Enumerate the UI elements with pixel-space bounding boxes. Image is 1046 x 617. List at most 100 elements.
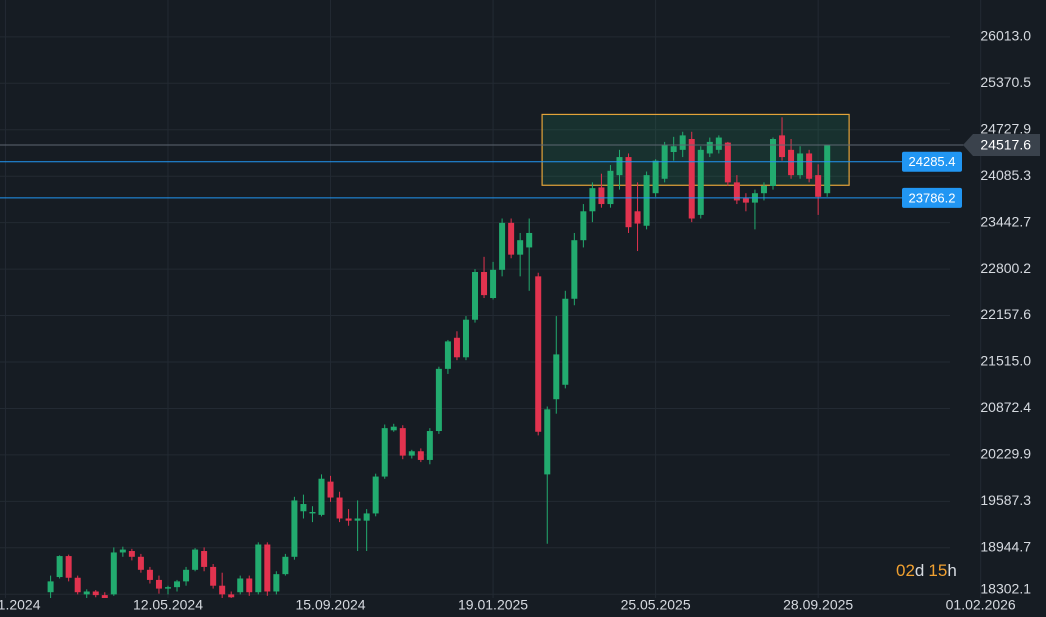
candle-body xyxy=(399,428,406,456)
candle-body xyxy=(291,500,298,557)
candle-body xyxy=(92,591,99,596)
y-tick-label: 26013.0 xyxy=(980,28,1031,44)
y-tick-label: 25370.5 xyxy=(980,74,1031,90)
candle-body xyxy=(390,426,397,431)
y-tick-label: 23442.7 xyxy=(980,213,1031,229)
x-tick-label: 28.09.2025 xyxy=(783,597,853,613)
candle-body xyxy=(56,556,63,578)
candle-body xyxy=(192,549,199,570)
candle-body xyxy=(715,137,722,150)
candle-body xyxy=(770,139,776,186)
last-price-label: 24517.6 xyxy=(980,137,1031,153)
candle-body xyxy=(742,198,749,203)
y-tick-label: 22157.6 xyxy=(980,306,1031,322)
candle-body xyxy=(300,504,307,512)
y-tick-label: 21515.0 xyxy=(980,353,1031,369)
countdown: 02d 15h xyxy=(896,561,957,580)
candle-body xyxy=(119,549,126,553)
candle-body xyxy=(453,337,460,358)
y-tick-label: 18302.1 xyxy=(980,581,1031,597)
candle-body xyxy=(128,551,135,557)
price-label-box xyxy=(902,151,962,172)
candle-body xyxy=(535,276,542,432)
candle-body xyxy=(788,149,795,176)
candle-body xyxy=(760,185,767,194)
candle-body xyxy=(372,476,379,514)
grid xyxy=(0,0,982,598)
y-tick-label: 20229.9 xyxy=(980,446,1031,462)
candle-body xyxy=(417,451,424,460)
countdown-days-unit: d xyxy=(915,561,924,580)
candle-body xyxy=(354,518,361,521)
candle-body xyxy=(508,222,515,255)
candle-body xyxy=(309,511,316,514)
y-tick-label: 20872.4 xyxy=(980,399,1031,415)
candle-body xyxy=(679,135,686,150)
candle-body xyxy=(688,139,695,219)
candle-body xyxy=(806,153,813,179)
candle-body xyxy=(219,585,226,595)
candle-body xyxy=(526,232,533,248)
candle-body xyxy=(237,578,244,593)
candle-body xyxy=(607,170,614,205)
y-tick-label: 24727.9 xyxy=(980,120,1031,136)
candle-body xyxy=(101,595,108,598)
candle-body xyxy=(499,222,506,270)
candle-body xyxy=(544,409,551,475)
candle-body xyxy=(815,175,822,197)
overlay: 26013.0 25370.5 24727.9 24085.3 23442.7 22800… xyxy=(0,28,1040,613)
candle-body xyxy=(327,481,334,498)
price-label-box xyxy=(902,187,962,208)
candle-body xyxy=(273,574,280,592)
candle-body xyxy=(363,513,370,521)
candle-body xyxy=(517,240,524,255)
x-tick-label: 07.01.2024 xyxy=(0,597,41,613)
candle-body xyxy=(336,497,343,519)
x-tick-label: 15.09.2024 xyxy=(295,597,365,613)
candle-body xyxy=(706,141,713,154)
candle-body xyxy=(571,240,578,299)
candle-body xyxy=(174,581,181,588)
candle-body xyxy=(779,135,786,158)
candle-body xyxy=(589,188,596,212)
candle-body xyxy=(318,478,325,515)
candle-body xyxy=(652,160,659,194)
candle-body xyxy=(228,594,235,598)
last-price-label-box xyxy=(963,133,1040,156)
price-label: 23786.2 xyxy=(909,190,956,205)
candle-body xyxy=(634,211,641,224)
x-tick-label: 01.02.2026 xyxy=(946,597,1016,613)
x-tick-label: 19.01.2025 xyxy=(458,597,528,613)
candle-body xyxy=(408,451,415,456)
y-tick-label: 18944.7 xyxy=(980,538,1031,554)
candle-body xyxy=(74,577,81,593)
candle-body xyxy=(481,272,488,296)
candle-body xyxy=(381,428,388,477)
candle-body xyxy=(201,551,208,567)
candle-body xyxy=(490,269,497,299)
candle-body xyxy=(426,431,433,460)
countdown-hours-unit: h xyxy=(947,561,956,580)
candle-body xyxy=(110,552,117,595)
candle-body xyxy=(264,544,271,592)
candle-body xyxy=(670,146,677,153)
y-tick-label: 24085.3 xyxy=(980,167,1031,183)
candle-body xyxy=(616,157,623,176)
x-tick-label: 12.05.2024 xyxy=(133,597,203,613)
candle-body xyxy=(643,175,650,226)
candle-body xyxy=(553,354,560,400)
candle-body xyxy=(137,556,144,570)
candle-body xyxy=(462,319,469,358)
candle-body xyxy=(155,579,162,589)
candle-body xyxy=(625,157,632,228)
candle-body xyxy=(255,544,262,593)
candle-body xyxy=(146,569,153,580)
countdown-hours: 15 xyxy=(928,561,947,580)
candle-body xyxy=(246,578,253,593)
candle-body xyxy=(435,368,442,432)
countdown-days: 02 xyxy=(896,561,915,580)
candle-body xyxy=(724,142,731,183)
candle-body xyxy=(562,298,569,385)
